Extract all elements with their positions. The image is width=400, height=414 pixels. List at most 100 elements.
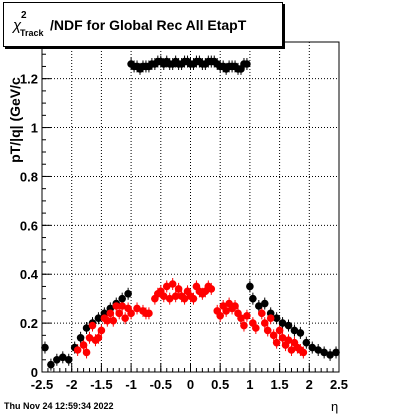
black-data-point: [249, 294, 257, 303]
red-data-point: [284, 336, 293, 345]
black-data-point: [284, 321, 293, 330]
y-tick-label: 0: [31, 365, 38, 380]
red-data-point: [127, 309, 135, 318]
y-tick-label: 0.6: [20, 218, 38, 233]
red-data-point: [207, 285, 216, 293]
black-data-point: [314, 346, 323, 354]
red-data-point: [97, 326, 106, 335]
grid-lines: [42, 42, 339, 372]
red-data-point: [79, 341, 88, 349]
black-data-point: [246, 282, 254, 291]
y-tick-label: 0.4: [20, 267, 39, 282]
red-data-point: [257, 309, 266, 318]
black-data-point: [308, 343, 317, 352]
red-data-point: [275, 326, 284, 335]
red-data-point: [189, 294, 198, 303]
red-data-point: [115, 309, 124, 318]
chart-title-box: χ 2 Track /NDF for Global Rec All EtapT: [3, 2, 283, 47]
black-data-point: [82, 324, 91, 332]
red-data-point: [165, 294, 174, 303]
red-data-point: [162, 282, 171, 291]
black-data-point: [296, 329, 305, 337]
x-tick-label: -1.5: [90, 377, 112, 392]
red-data-point: [237, 314, 245, 323]
black-data-point: [124, 289, 132, 298]
data-points: [41, 57, 340, 369]
x-tick-label: 2.5: [330, 377, 348, 392]
x-axis-label: η: [331, 399, 339, 414]
red-data-point: [85, 333, 94, 342]
red-data-point: [278, 333, 287, 342]
black-data-point: [76, 333, 85, 342]
black-data-point: [58, 353, 67, 362]
x-tick-label: 0: [187, 377, 194, 392]
red-data-point: [174, 285, 183, 293]
y-axis-label: pT/|q| (GeV/c: [7, 77, 23, 163]
red-data-point: [272, 338, 281, 347]
x-tick-label: 1.5: [271, 377, 289, 392]
red-data-point: [159, 292, 168, 301]
x-tick-label: -2.5: [31, 377, 53, 392]
black-data-point: [302, 338, 311, 347]
black-data-point: [332, 348, 340, 357]
axis-ticks: [41, 41, 340, 373]
y-tick-label: 1: [31, 121, 38, 136]
red-data-point: [231, 302, 239, 310]
red-data-point: [168, 280, 177, 288]
black-data-point: [47, 360, 55, 369]
red-data-point: [103, 316, 112, 325]
x-tick-label: 2: [306, 377, 313, 392]
title-chi-symbol: χ: [13, 17, 22, 34]
red-data-point: [121, 314, 129, 323]
black-data-point: [272, 314, 281, 323]
black-data-point: [320, 348, 328, 357]
red-data-point: [216, 311, 224, 320]
timestamp: Thu Nov 24 12:59:34 2022: [4, 401, 114, 411]
red-data-point: [94, 333, 103, 342]
y-tick-label: 0.8: [20, 169, 38, 184]
red-data-point: [240, 321, 248, 330]
red-data-point: [145, 309, 153, 318]
red-data-point: [73, 346, 82, 354]
black-data-point: [326, 351, 334, 359]
red-data-point: [269, 331, 278, 340]
red-data-point: [133, 304, 141, 313]
tick-labels: -2.5 -2 -1.5 -1 -0.5 0 0.5 1 1.5 2 2.5 0 0.2 0.4 0.6 0.…: [20, 72, 348, 392]
red-data-point: [118, 302, 126, 310]
red-data-point: [260, 319, 269, 327]
title-superscript: 2: [21, 10, 27, 21]
x-tick-label: -1: [125, 377, 137, 392]
black-data-point: [64, 355, 73, 364]
x-tick-label: -2: [66, 377, 78, 392]
red-data-point: [222, 307, 230, 315]
x-tick-label: 0.5: [211, 377, 229, 392]
red-data-point: [287, 346, 296, 354]
red-data-point: [252, 324, 260, 332]
x-tick-label: -0.5: [150, 377, 172, 392]
black-data-point: [260, 299, 269, 308]
red-data-point: [266, 314, 275, 323]
red-data-point: [106, 309, 115, 318]
red-data-point: [263, 326, 272, 335]
red-data-point: [171, 292, 180, 301]
black-data-point: [118, 294, 126, 303]
red-data-point: [109, 316, 118, 325]
red-data-point: [243, 311, 251, 320]
red-data-point: [112, 302, 121, 310]
y-tick-label: 1.2: [20, 72, 38, 87]
black-data-point: [255, 302, 263, 310]
y-tick-label: 0.2: [20, 316, 38, 331]
red-data-point: [82, 348, 91, 357]
black-data-point: [41, 343, 49, 352]
black-data-point: [53, 355, 61, 364]
red-data-point: [299, 348, 308, 357]
x-tick-label: 1: [246, 377, 253, 392]
black-data-point: [278, 319, 287, 327]
red-data-point: [88, 321, 97, 330]
chart-title: /NDF for Global Rec All EtapT: [50, 17, 247, 33]
red-data-point: [180, 294, 189, 303]
title-subscript: Track: [20, 28, 44, 38]
black-data-point: [290, 326, 299, 335]
black-data-point: [243, 60, 251, 68]
